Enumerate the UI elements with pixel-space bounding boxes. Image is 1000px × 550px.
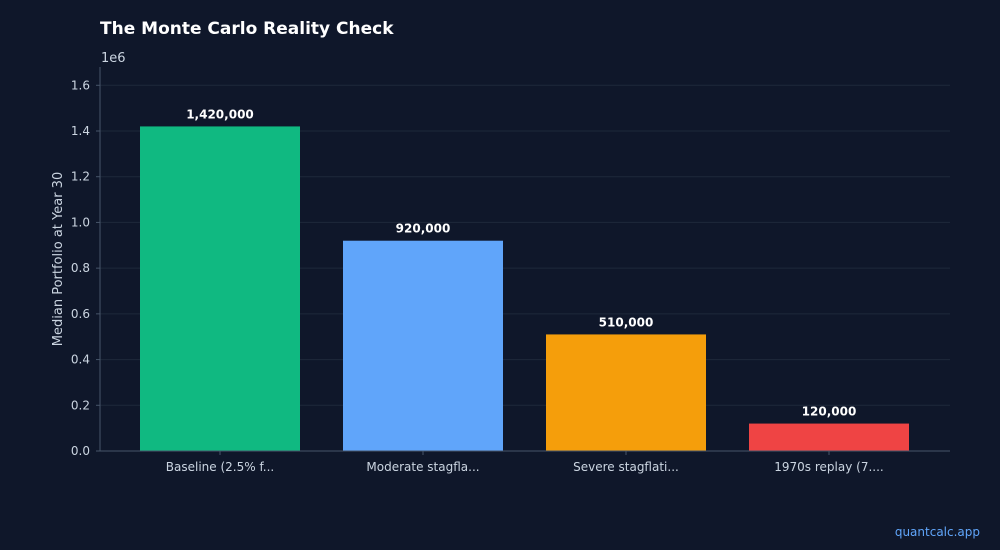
- bar-value-label: 510,000: [599, 315, 654, 329]
- bar: [140, 126, 300, 451]
- bars: [140, 126, 909, 451]
- y-tick-label: 0.8: [71, 261, 90, 275]
- x-tick-label: Moderate stagfla...: [366, 460, 479, 474]
- y-tick-label: 1.0: [71, 215, 90, 229]
- y-tick-label: 1.2: [71, 170, 90, 184]
- axes: [96, 67, 950, 455]
- y-tick-label: 1.6: [71, 78, 90, 92]
- y-tick-label: 0.4: [71, 353, 90, 367]
- y-tick-label: 0.0: [71, 444, 90, 458]
- bar: [749, 423, 909, 451]
- x-tick-label: Severe stagflati...: [573, 460, 679, 474]
- y-tick-label: 0.6: [71, 307, 90, 321]
- y-tick-label: 1.4: [71, 124, 90, 138]
- y-axis-label: Median Portfolio at Year 30: [51, 172, 66, 346]
- bar: [343, 240, 503, 451]
- y-tick-label: 0.2: [71, 398, 90, 412]
- bar-value-label: 1,420,000: [186, 107, 254, 121]
- bar: [546, 334, 706, 451]
- y-axis-offset-label: 1e6: [101, 51, 126, 66]
- bar-value-label: 920,000: [396, 222, 451, 236]
- x-tick-label: Baseline (2.5% f...: [166, 460, 274, 474]
- watermark-text: quantcalc.app: [894, 525, 980, 539]
- x-tick-label: 1970s replay (7....: [774, 460, 883, 474]
- labels: 0.0 0.2 0.4 0.6 0.8 1.0 1.2 1.4 1.6 1,420,000 Base…: [71, 78, 884, 474]
- bar-value-label: 120,000: [802, 405, 857, 419]
- chart-title: The Monte Carlo Reality Check: [100, 19, 394, 39]
